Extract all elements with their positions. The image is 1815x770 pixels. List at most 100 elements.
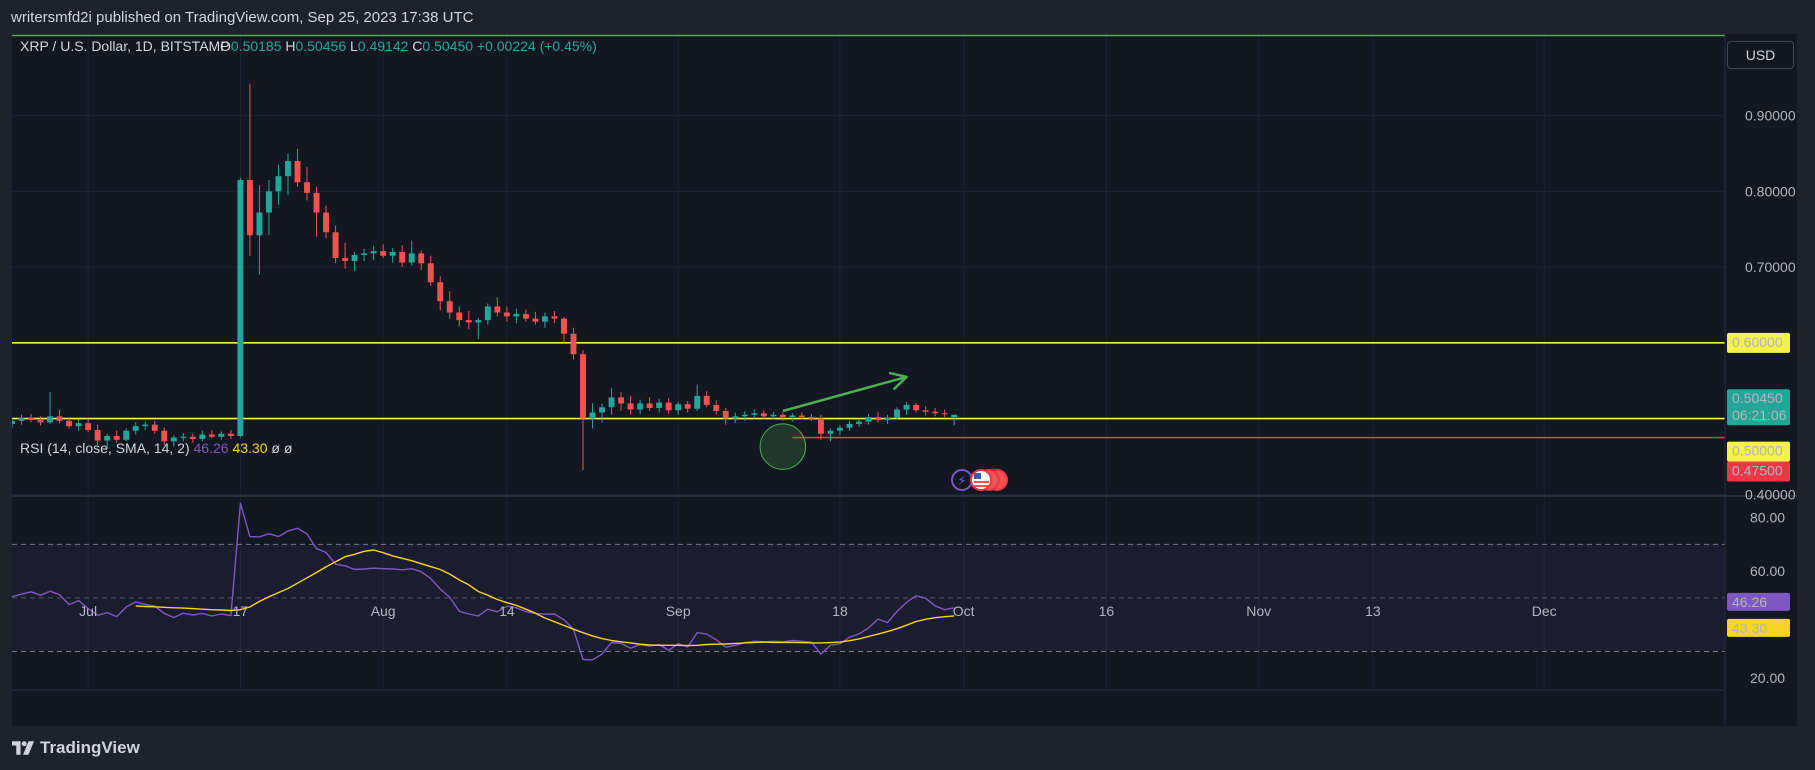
candle-body bbox=[265, 191, 272, 213]
candle-body bbox=[332, 232, 339, 258]
candle-body bbox=[370, 251, 377, 254]
candle-body bbox=[180, 436, 187, 438]
candle-body bbox=[751, 413, 758, 415]
candle-body bbox=[475, 320, 482, 323]
time-tick-label: 18 bbox=[832, 603, 848, 619]
publisher-line: writersmfd2i published on TradingView.co… bbox=[11, 9, 474, 26]
candle-body bbox=[47, 416, 54, 423]
candle-body bbox=[218, 433, 225, 437]
highlight-circle[interactable] bbox=[759, 423, 807, 470]
price-axis[interactable]: 0.90000 0.80000 0.70000 0.40000 bbox=[1745, 108, 1796, 503]
time-axis[interactable]: Jul 17 Aug 14 Sep 18 Oct 16 Nov 13 Dec bbox=[79, 603, 1556, 619]
candle-body bbox=[285, 161, 291, 177]
rsi-sma-label-value: 43.30 bbox=[1727, 618, 1790, 637]
candle-body bbox=[808, 417, 815, 419]
candle-body bbox=[561, 318, 567, 334]
candle-body bbox=[28, 417, 34, 421]
candle-body bbox=[703, 395, 710, 405]
rsi-tick-label: 60.00 bbox=[1750, 563, 1785, 579]
rsi-label-value-bg bbox=[1727, 592, 1790, 611]
candle-body bbox=[656, 402, 663, 408]
candle-body bbox=[94, 429, 101, 441]
candle-body bbox=[427, 263, 434, 283]
time-tick-label: 13 bbox=[1365, 603, 1381, 619]
candle-body bbox=[618, 397, 625, 404]
candle-body bbox=[941, 413, 948, 415]
candle-body bbox=[589, 412, 596, 419]
candle-body bbox=[408, 253, 415, 263]
candle-body bbox=[484, 306, 491, 321]
tradingview-logo-icon bbox=[12, 741, 34, 755]
candle-body bbox=[846, 423, 853, 428]
candle-body bbox=[599, 407, 605, 413]
time-tick-label: 14 bbox=[499, 603, 515, 619]
candle-body bbox=[608, 397, 615, 408]
price-tick-label: 0.80000 bbox=[1745, 183, 1796, 199]
candle-body bbox=[856, 421, 862, 424]
candle-body bbox=[170, 437, 177, 442]
time-tick-label: Dec bbox=[1532, 603, 1557, 619]
chart-area[interactable]: 0.90000 0.80000 0.70000 0.40000 80.00 60.00 2… bbox=[12, 34, 1797, 726]
time-tick-label: Jul bbox=[79, 603, 97, 619]
candle-body bbox=[399, 251, 406, 263]
candle-body bbox=[389, 251, 396, 256]
rsi-legend: RSI (14, close, SMA, 14, 2) 46.26 43.30 … bbox=[20, 440, 293, 456]
candle-body bbox=[85, 423, 92, 430]
rsi-axis[interactable]: 80.00 60.00 20.00 bbox=[1750, 510, 1785, 687]
candle-body bbox=[741, 414, 748, 417]
time-tick-label: 16 bbox=[1099, 603, 1115, 619]
price-label-last-text: 06:21:06 bbox=[1732, 407, 1787, 423]
candle-body bbox=[817, 418, 824, 434]
events-icons[interactable]: ⚡ bbox=[951, 469, 1008, 491]
price-label-0.50000: 0.50000 bbox=[1727, 441, 1790, 462]
legend-symbol: XRP / U.S. Dollar, 1D, BITSTAMP bbox=[20, 38, 230, 54]
candle-body bbox=[113, 436, 120, 440]
candle-body bbox=[865, 417, 872, 422]
price-label-0.60000-bg bbox=[1727, 332, 1790, 353]
rsi-tick-label: 80.00 bbox=[1750, 510, 1785, 526]
time-tick-label: Aug bbox=[371, 603, 396, 619]
candle-body bbox=[313, 192, 320, 213]
candle-body bbox=[361, 253, 368, 255]
rsi-sma-label-value-bg bbox=[1727, 618, 1790, 637]
candle-body bbox=[722, 411, 729, 419]
price-label-0.50000-bg bbox=[1727, 441, 1790, 462]
candle-body bbox=[580, 354, 586, 419]
price-label-last-text: 0.50450 bbox=[1732, 390, 1783, 406]
candle-body bbox=[627, 403, 634, 410]
trend-arrow[interactable] bbox=[782, 375, 907, 413]
candle-body bbox=[246, 179, 253, 236]
price-tick-label: 0.90000 bbox=[1745, 108, 1796, 124]
candle-body bbox=[884, 417, 891, 421]
candle-body bbox=[75, 423, 82, 427]
price-label-0.50000-text: 0.50000 bbox=[1732, 443, 1783, 459]
trend-arrow-head[interactable] bbox=[888, 371, 908, 391]
candle-body bbox=[37, 420, 44, 423]
annotations[interactable] bbox=[759, 371, 908, 470]
candle-body bbox=[913, 404, 920, 411]
candle-body bbox=[713, 404, 720, 412]
candle-body bbox=[132, 426, 139, 431]
candle-body bbox=[199, 434, 206, 440]
candle-body bbox=[237, 179, 244, 437]
candle-body bbox=[418, 253, 425, 264]
candle-body bbox=[446, 301, 453, 313]
footer-logo[interactable]: TradingView bbox=[12, 738, 140, 758]
candle-body bbox=[275, 176, 282, 192]
time-tick-label: Nov bbox=[1246, 603, 1271, 619]
time-tick-label: 17 bbox=[233, 603, 249, 619]
candle-body bbox=[779, 414, 786, 418]
currency-button[interactable]: USD bbox=[1727, 41, 1794, 69]
candle-body bbox=[189, 436, 196, 440]
footer-brand: TradingView bbox=[40, 738, 140, 757]
rsi-sma-line bbox=[135, 549, 955, 647]
candle-body bbox=[304, 182, 310, 193]
candle-body bbox=[675, 404, 682, 411]
candle-body bbox=[256, 212, 263, 236]
candle-body bbox=[637, 403, 644, 410]
rsi-tick-label: 20.00 bbox=[1750, 670, 1785, 686]
rsi-legend-text: RSI (14, close, SMA, 14, 2) 46.26 43.30 … bbox=[20, 440, 293, 456]
candle-body bbox=[684, 404, 691, 409]
rsi-label-value: 46.26 bbox=[1727, 592, 1790, 611]
candle-body bbox=[66, 420, 73, 427]
